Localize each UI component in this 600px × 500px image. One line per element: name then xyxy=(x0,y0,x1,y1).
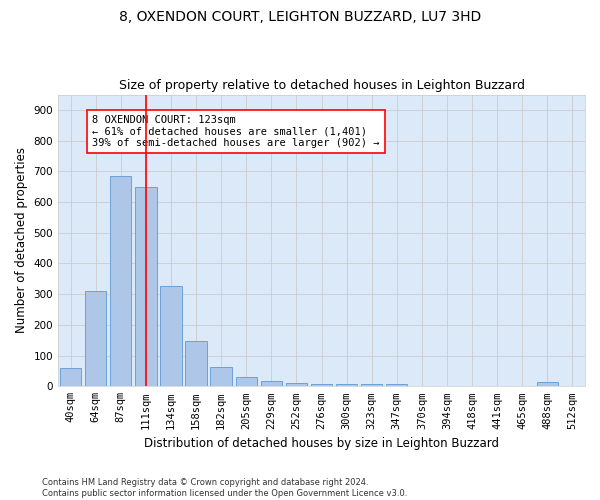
Bar xyxy=(260,381,282,386)
Bar xyxy=(85,291,106,386)
Bar xyxy=(160,286,182,386)
Bar xyxy=(536,382,558,386)
Text: 8, OXENDON COURT, LEIGHTON BUZZARD, LU7 3HD: 8, OXENDON COURT, LEIGHTON BUZZARD, LU7 … xyxy=(119,10,481,24)
Bar xyxy=(236,377,257,386)
Bar xyxy=(386,384,407,386)
Text: Contains HM Land Registry data © Crown copyright and database right 2024.
Contai: Contains HM Land Registry data © Crown c… xyxy=(42,478,407,498)
X-axis label: Distribution of detached houses by size in Leighton Buzzard: Distribution of detached houses by size … xyxy=(144,437,499,450)
Bar xyxy=(211,368,232,386)
Y-axis label: Number of detached properties: Number of detached properties xyxy=(15,148,28,334)
Title: Size of property relative to detached houses in Leighton Buzzard: Size of property relative to detached ho… xyxy=(119,79,524,92)
Bar xyxy=(60,368,81,386)
Text: 8 OXENDON COURT: 123sqm
← 61% of detached houses are smaller (1,401)
39% of semi: 8 OXENDON COURT: 123sqm ← 61% of detache… xyxy=(92,115,380,148)
Bar xyxy=(311,384,332,386)
Bar xyxy=(185,341,207,386)
Bar xyxy=(110,176,131,386)
Bar xyxy=(336,384,357,386)
Bar xyxy=(135,188,157,386)
Bar xyxy=(286,383,307,386)
Bar xyxy=(361,384,382,386)
